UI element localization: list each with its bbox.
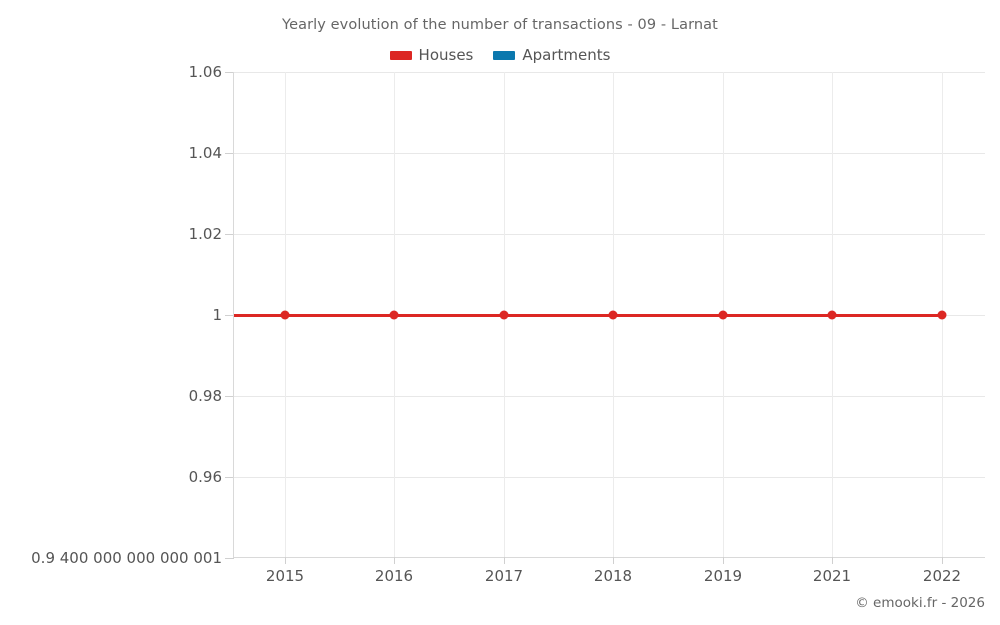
x-tick-mark bbox=[285, 557, 286, 564]
chart-title: Yearly evolution of the number of transa… bbox=[282, 17, 718, 33]
y-tick-label: 1 bbox=[212, 306, 222, 324]
gridline-horizontal bbox=[233, 477, 985, 478]
chart-legend: Houses Apartments bbox=[0, 46, 1000, 64]
data-point-houses[interactable] bbox=[280, 310, 290, 320]
x-tick-label: 2016 bbox=[374, 567, 414, 585]
x-tick-mark bbox=[613, 557, 614, 564]
y-tick-label: 1.04 bbox=[188, 144, 222, 162]
legend-swatch-houses-icon bbox=[389, 50, 412, 60]
x-tick-mark bbox=[942, 557, 943, 564]
y-axis-labels: 1.06 1.04 1.02 1 0.98 0.96 0.9 400 000 0… bbox=[0, 0, 222, 625]
y-tick-mark bbox=[225, 153, 234, 154]
y-tick-label: 0.96 bbox=[188, 468, 222, 486]
y-axis-line bbox=[233, 72, 234, 558]
plot-area bbox=[233, 72, 985, 557]
y-tick-label: 0.9 400 000 000 000 001 bbox=[31, 549, 222, 567]
x-tick-mark bbox=[723, 557, 724, 564]
x-tick-label: 2018 bbox=[593, 567, 633, 585]
data-point-houses[interactable] bbox=[389, 310, 399, 320]
y-tick-label: 0.98 bbox=[188, 387, 222, 405]
legend-item-apartments[interactable]: Apartments bbox=[493, 46, 610, 64]
series-line-houses bbox=[233, 314, 942, 317]
y-tick-mark bbox=[225, 315, 234, 316]
y-tick-mark bbox=[225, 72, 234, 73]
y-tick-mark bbox=[225, 234, 234, 235]
x-tick-mark bbox=[394, 557, 395, 564]
legend-swatch-apartments-icon bbox=[493, 50, 516, 60]
x-axis-line bbox=[233, 557, 985, 558]
y-tick-label: 1.02 bbox=[188, 225, 222, 243]
x-tick-label: 2019 bbox=[703, 567, 743, 585]
data-point-houses[interactable] bbox=[499, 310, 509, 320]
gridline-horizontal bbox=[233, 396, 985, 397]
data-point-houses[interactable] bbox=[608, 310, 618, 320]
gridline-horizontal bbox=[233, 153, 985, 154]
gridline-horizontal bbox=[233, 234, 985, 235]
data-point-houses[interactable] bbox=[718, 310, 728, 320]
copyright-footer: © emooki.fr - 2026 bbox=[855, 595, 985, 611]
x-tick-label: 2022 bbox=[922, 567, 962, 585]
legend-label-houses: Houses bbox=[418, 46, 474, 64]
data-point-houses[interactable] bbox=[937, 310, 947, 320]
x-tick-label: 2017 bbox=[484, 567, 524, 585]
legend-item-houses[interactable]: Houses bbox=[389, 46, 474, 64]
x-tick-label: 2015 bbox=[265, 567, 305, 585]
y-tick-mark bbox=[225, 396, 234, 397]
gridline-horizontal bbox=[233, 72, 985, 73]
y-tick-label: 1.06 bbox=[188, 63, 222, 81]
x-tick-mark bbox=[832, 557, 833, 564]
legend-label-apartments: Apartments bbox=[522, 46, 611, 64]
x-tick-mark bbox=[504, 557, 505, 564]
y-tick-mark bbox=[225, 477, 234, 478]
data-point-houses[interactable] bbox=[827, 310, 837, 320]
x-tick-label: 2021 bbox=[812, 567, 852, 585]
y-tick-mark bbox=[225, 558, 234, 559]
